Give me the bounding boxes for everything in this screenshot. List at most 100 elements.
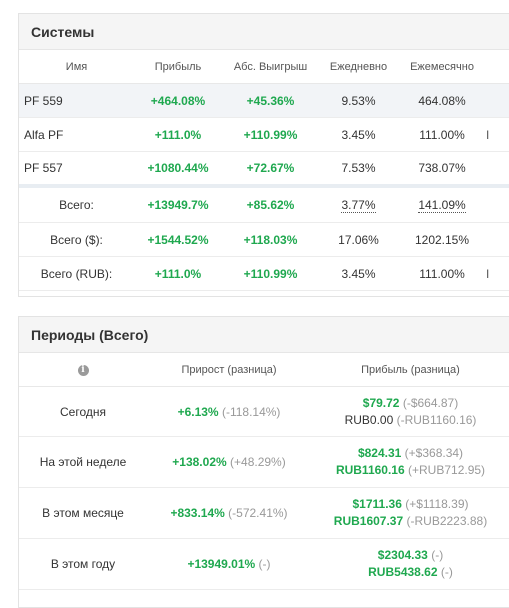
system-profit: +111.0% — [134, 117, 222, 152]
column-header-abs-gain[interactable]: Абс. Выигрыш — [222, 50, 319, 84]
period-row: В этом месяце +833.14% (-572.41%) $1711.… — [19, 487, 509, 539]
growth-diff: (-) — [258, 557, 271, 571]
column-header-daily[interactable]: Ежедневно — [319, 50, 398, 84]
systems-table: Имя Прибыль Абс. Выигрыш Ежедневно Ежеме… — [19, 50, 509, 291]
total-monthly-cell: 141.09% — [398, 183, 486, 223]
profit-usd: $2304.33 — [377, 548, 428, 562]
system-row[interactable]: Alfa PF +111.0% +110.99% 3.45% 111.00% I — [19, 117, 509, 152]
period-label: В этом году — [19, 538, 147, 590]
growth-value: +13949.01% — [187, 557, 256, 571]
profit-usd-diff: (-$664.87) — [402, 395, 459, 410]
total-monthly[interactable]: 141.09% — [418, 197, 466, 213]
system-name-link[interactable]: PF 557 — [19, 151, 134, 186]
period-profit: $2304.33 (-) RUB5438.62 (-) — [311, 538, 509, 590]
system-row[interactable]: PF 559 +464.08% +45.36% 9.53% 464.08% — [19, 83, 509, 118]
total-profit: +13949.7% — [134, 183, 222, 223]
column-header-growth: Прирост (разница) — [147, 353, 311, 387]
column-header-name[interactable]: Имя — [19, 50, 134, 84]
period-profit: $79.72 (-$664.87) RUB0.00 (-RUB1160.16) — [311, 386, 509, 437]
total-profit: +1544.52% — [134, 222, 222, 257]
system-abs-gain: +72.67% — [222, 151, 319, 186]
profit-rub-diff: (-RUB2223.88) — [406, 514, 488, 528]
total-daily: 3.45% — [319, 256, 398, 291]
period-row: На этой неделе +138.02% (+48.29%) $824.3… — [19, 436, 509, 488]
growth-value: +138.02% — [172, 455, 227, 469]
systems-header-row: Имя Прибыль Абс. Выигрыш Ежедневно Ежеме… — [19, 50, 509, 84]
period-profit: $1711.36 (+$1118.39) RUB1607.37 (-RUB222… — [311, 487, 509, 539]
periods-panel: Периоды (Всего) i Прирост (разница) Приб… — [18, 316, 509, 608]
profit-usd: $1711.36 — [352, 497, 402, 511]
systems-title: Системы — [19, 14, 509, 50]
period-row: Сегодня +6.13% (-118.14%) $79.72 (-$664.… — [19, 386, 509, 437]
info-icon[interactable]: i — [77, 365, 89, 376]
total-row: Всего: +13949.7% +85.62% 3.77% 141.09% — [19, 183, 509, 223]
profit-usd: $79.72 — [362, 395, 400, 410]
profit-rub: RUB0.00 — [344, 412, 394, 427]
period-row: В этом году +13949.01% (-) $2304.33 (-) … — [19, 538, 509, 590]
system-monthly: 111.00% — [398, 117, 486, 152]
total-label: Всего: — [19, 183, 134, 223]
growth-diff: (-118.14%) — [221, 404, 281, 419]
column-header-monthly[interactable]: Ежемесячно — [398, 50, 486, 84]
info-icon-cell: i — [19, 353, 147, 387]
growth-diff: (-572.41%) — [228, 506, 288, 520]
system-name-link[interactable]: Alfa PF — [19, 117, 134, 152]
periods-title: Периоды (Всего) — [19, 317, 509, 353]
profit-rub-diff: (-) — [440, 565, 453, 579]
system-extra: I — [486, 117, 509, 152]
total-abs-gain: +118.03% — [222, 222, 319, 257]
system-profit: +1080.44% — [134, 151, 222, 186]
period-growth: +138.02% (+48.29%) — [147, 436, 311, 488]
profit-rub: RUB1160.16 — [335, 463, 405, 477]
total-row: Всего (RUB): +111.0% +110.99% 3.45% 111.… — [19, 256, 509, 291]
system-row[interactable]: PF 557 +1080.44% +72.67% 7.53% 738.07% — [19, 151, 509, 186]
system-monthly: 738.07% — [398, 151, 486, 186]
profit-rub-diff: (+RUB712.95) — [408, 463, 486, 477]
system-monthly: 464.08% — [398, 83, 486, 118]
total-profit: +111.0% — [134, 256, 222, 291]
total-extra: I — [486, 256, 509, 291]
period-growth: +833.14% (-572.41%) — [147, 487, 311, 539]
period-profit: $824.31 (+$368.34) RUB1160.16 (+RUB712.9… — [311, 436, 509, 488]
system-extra — [486, 83, 509, 118]
system-daily: 9.53% — [319, 83, 398, 118]
profit-rub: RUB1607.37 — [333, 514, 404, 528]
column-header-profit[interactable]: Прибыль — [134, 50, 222, 84]
profit-usd: $824.31 — [357, 446, 402, 460]
period-label: Сегодня — [19, 386, 147, 437]
profit-rub: RUB5438.62 — [368, 565, 438, 579]
profit-rub-diff: (-RUB1160.16) — [396, 412, 477, 427]
system-extra — [486, 151, 509, 186]
period-label: В этом месяце — [19, 487, 147, 539]
period-growth: +13949.01% (-) — [147, 538, 311, 590]
total-daily: 17.06% — [319, 222, 398, 257]
total-abs-gain: +110.99% — [222, 256, 319, 291]
column-header-profit-diff: Прибыль (разница) — [311, 353, 509, 387]
total-label: Всего ($): — [19, 222, 134, 257]
profit-usd-diff: (-) — [431, 548, 444, 562]
growth-diff: (+48.29%) — [230, 455, 286, 469]
total-daily-cell: 3.77% — [319, 183, 398, 223]
system-daily: 3.45% — [319, 117, 398, 152]
systems-panel: Системы Имя Прибыль Абс. Выигрыш Ежеднев… — [18, 13, 509, 297]
total-abs-gain: +85.62% — [222, 183, 319, 223]
growth-value: +6.13% — [177, 404, 219, 419]
total-extra — [486, 222, 509, 257]
period-growth: +6.13% (-118.14%) — [147, 386, 311, 437]
periods-table: i Прирост (разница) Прибыль (разница) Се… — [19, 353, 509, 590]
system-abs-gain: +45.36% — [222, 83, 319, 118]
total-daily[interactable]: 3.77% — [341, 197, 376, 213]
periods-header-row: i Прирост (разница) Прибыль (разница) — [19, 353, 509, 387]
growth-value: +833.14% — [170, 506, 225, 520]
total-row: Всего ($): +1544.52% +118.03% 17.06% 120… — [19, 222, 509, 257]
system-name-link[interactable]: PF 559 — [19, 83, 134, 118]
total-extra — [486, 183, 509, 223]
system-profit: +464.08% — [134, 83, 222, 118]
column-header-truncated — [486, 50, 509, 84]
system-daily: 7.53% — [319, 151, 398, 186]
profit-usd-diff: (+$1118.39) — [405, 497, 469, 511]
period-label: На этой неделе — [19, 436, 147, 488]
system-abs-gain: +110.99% — [222, 117, 319, 152]
total-monthly: 111.00% — [398, 256, 486, 291]
profit-usd-diff: (+$368.34) — [404, 446, 464, 460]
